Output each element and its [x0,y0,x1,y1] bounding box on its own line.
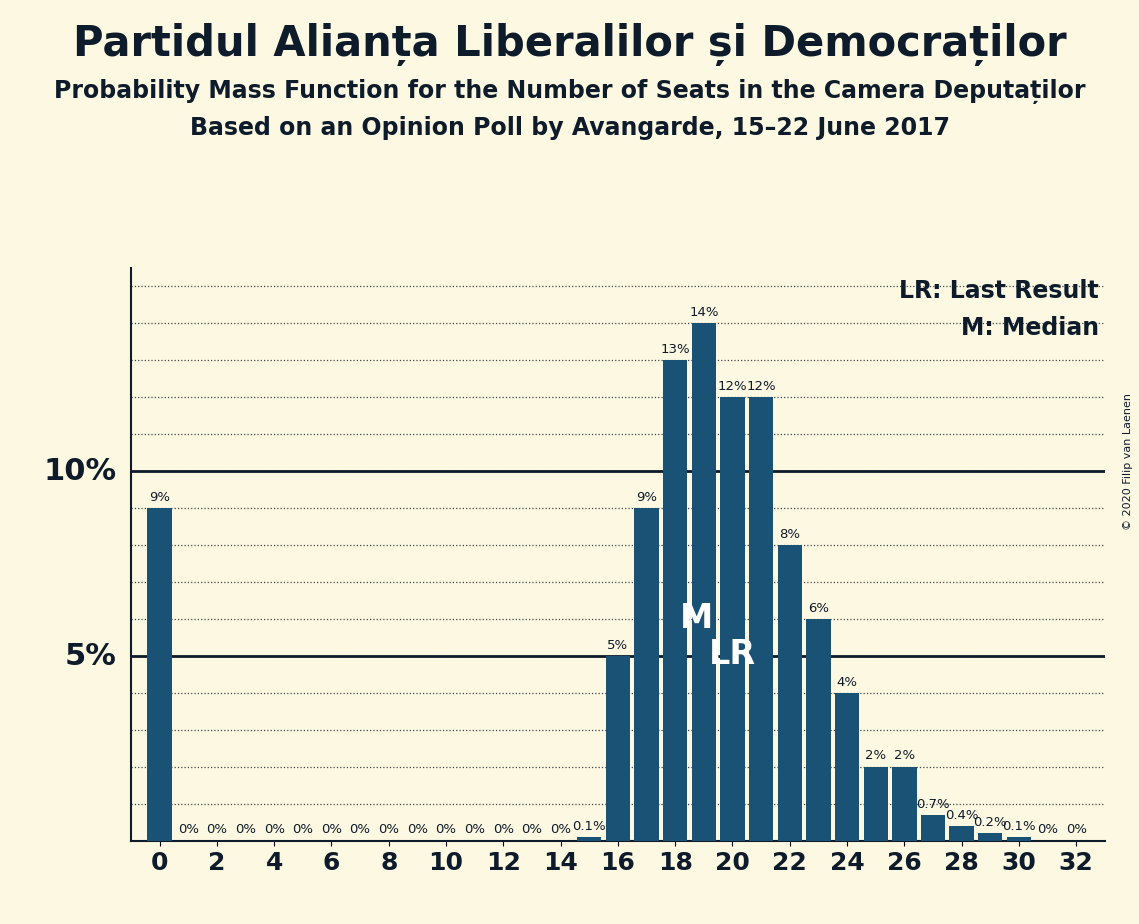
Text: Partidul Alianța Liberalilor și Democraților: Partidul Alianța Liberalilor și Democraț… [73,23,1066,67]
Bar [1007,837,1031,841]
Bar [749,397,773,841]
Text: Based on an Opinion Poll by Avangarde, 15–22 June 2017: Based on an Opinion Poll by Avangarde, 1… [189,116,950,140]
Text: 12%: 12% [746,380,776,393]
Text: 6%: 6% [808,602,829,614]
Text: 2%: 2% [866,749,886,762]
Bar [978,833,1002,841]
Text: Probability Mass Function for the Number of Seats in the Camera Deputaților: Probability Mass Function for the Number… [54,79,1085,103]
Bar [778,545,802,841]
Text: 14%: 14% [689,306,719,319]
Text: 2%: 2% [894,749,915,762]
Bar [863,767,888,841]
Text: 0%: 0% [407,823,428,836]
Text: 10%: 10% [43,456,116,486]
Text: 0%: 0% [435,823,457,836]
Text: 8%: 8% [779,528,801,541]
Text: 5%: 5% [607,638,629,651]
Text: 5%: 5% [65,641,116,671]
Bar [892,767,917,841]
Text: M: M [680,602,713,635]
Text: 9%: 9% [149,491,170,504]
Text: 0%: 0% [178,823,199,836]
Text: LR: LR [708,638,756,671]
Bar [606,656,630,841]
Text: 0.7%: 0.7% [916,797,950,810]
Text: 0.1%: 0.1% [1002,820,1035,833]
Bar [663,360,687,841]
Bar [577,837,601,841]
Bar [806,619,830,841]
Text: 0%: 0% [293,823,313,836]
Bar [147,508,172,841]
Text: 0%: 0% [378,823,400,836]
Bar [835,693,859,841]
Text: 0%: 0% [465,823,485,836]
Text: 4%: 4% [836,675,858,688]
Text: 0%: 0% [522,823,542,836]
Text: 0%: 0% [493,823,514,836]
Bar [634,508,658,841]
Text: 9%: 9% [636,491,657,504]
Bar [950,826,974,841]
Text: 0.4%: 0.4% [945,808,978,821]
Text: 0%: 0% [206,823,228,836]
Text: © 2020 Filip van Laenen: © 2020 Filip van Laenen [1123,394,1133,530]
Text: M: Median: M: Median [961,316,1099,340]
Text: 0%: 0% [350,823,370,836]
Text: 0%: 0% [1036,823,1058,836]
Text: 0%: 0% [1066,823,1087,836]
Text: 0%: 0% [321,823,342,836]
Bar [720,397,745,841]
Text: 0.2%: 0.2% [974,816,1007,829]
Text: 0%: 0% [235,823,256,836]
Text: 13%: 13% [661,343,690,356]
Bar [691,323,716,841]
Text: 0%: 0% [264,823,285,836]
Text: 0%: 0% [550,823,571,836]
Text: 12%: 12% [718,380,747,393]
Text: LR: Last Result: LR: Last Result [900,279,1099,303]
Text: 0.1%: 0.1% [573,820,606,833]
Bar [920,815,945,841]
